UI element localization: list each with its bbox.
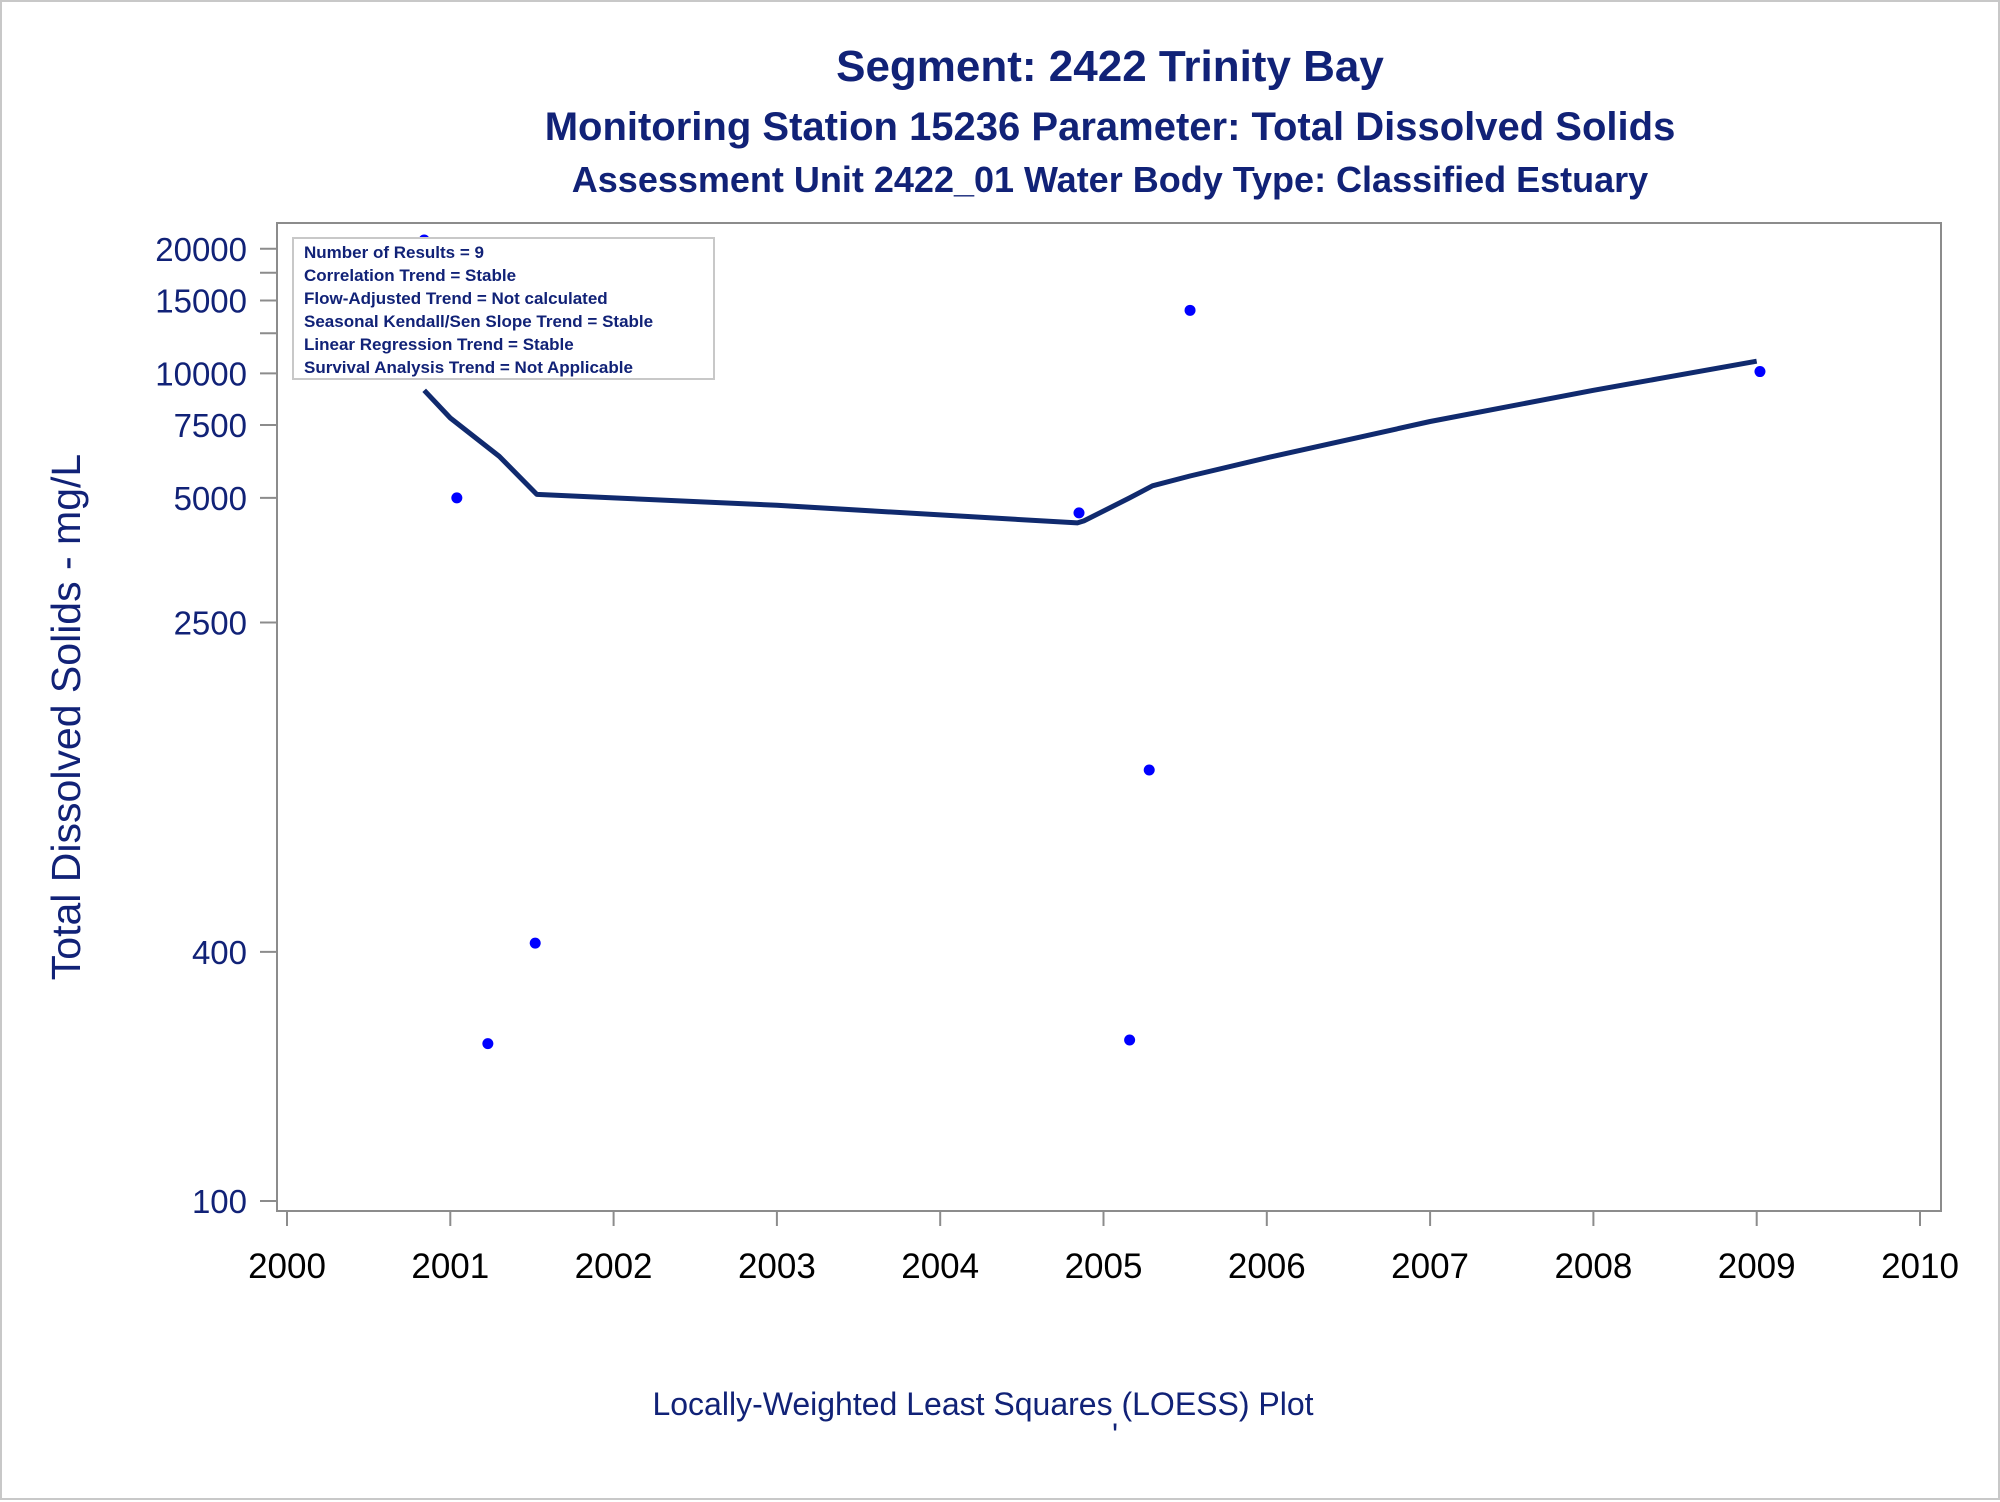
y-tick-label: 7500	[174, 407, 247, 444]
y-tick-label: 100	[192, 1183, 247, 1220]
x-tick-label: 2001	[411, 1247, 489, 1286]
stats-line: Flow-Adjusted Trend = Not calculated	[304, 289, 608, 308]
y-tick-label: 20000	[155, 231, 247, 268]
loess-curve	[422, 358, 1758, 526]
y-tick-label: 5000	[174, 480, 247, 517]
data-point	[482, 1038, 494, 1050]
y-tick-label: 2500	[174, 604, 247, 641]
y-axis-label: Total Dissolved Solids - mg/L	[43, 454, 89, 980]
stats-line: Seasonal Kendall/Sen Slope Trend = Stabl…	[304, 312, 653, 331]
x-tick-label: 2004	[901, 1247, 979, 1286]
plot-area-border	[276, 222, 1942, 1212]
y-tick-label: 400	[192, 934, 247, 971]
x-tick-label: 2002	[575, 1247, 653, 1286]
stats-box: Number of Results = 9 Correlation Trend …	[292, 237, 715, 380]
y-axis: 100 400 2500 5000 7500 10000 15000 20000	[155, 231, 277, 1220]
chart-title: Segment: 2422 Trinity Bay	[836, 42, 1384, 91]
x-tick-label: 2006	[1228, 1247, 1306, 1286]
data-point	[1754, 366, 1766, 378]
x-tick-label: 2008	[1554, 1247, 1632, 1286]
stats-line: Survival Analysis Trend = Not Applicable	[304, 358, 633, 377]
data-point	[529, 937, 541, 949]
stats-line: Correlation Trend = Stable	[304, 266, 516, 285]
data-point	[1184, 304, 1196, 316]
data-point	[1124, 1034, 1136, 1046]
x-tick-label: 2003	[738, 1247, 816, 1286]
x-axis: 2000 2001 2002 2003 2004 2005 2006 2007 2008 2009…	[248, 1211, 1959, 1286]
x-tick-label: 2005	[1065, 1247, 1143, 1286]
x-tick-label: 2007	[1391, 1247, 1469, 1286]
data-point	[451, 492, 463, 504]
stats-line: Linear Regression Trend = Stable	[304, 335, 574, 354]
x-axis-footnote: Locally-Weighted Least Squares (LOESS) P…	[652, 1386, 1313, 1422]
footnote-mark: '	[1112, 1417, 1118, 1453]
x-tick-label: 2010	[1881, 1247, 1959, 1286]
x-tick-label: 2009	[1718, 1247, 1796, 1286]
data-point	[1073, 507, 1085, 519]
y-tick-label: 15000	[155, 282, 247, 319]
stats-line: Number of Results = 9	[304, 243, 484, 262]
x-tick-label: 2000	[248, 1247, 326, 1286]
stats-box-border	[292, 237, 715, 380]
y-tick-label: 10000	[155, 355, 247, 392]
chart-subtitle: Monitoring Station 15236 Parameter: Tota…	[545, 105, 1676, 149]
data-point	[1143, 764, 1155, 776]
chart-subtitle-2: Assessment Unit 2422_01 Water Body Type:…	[572, 159, 1648, 200]
